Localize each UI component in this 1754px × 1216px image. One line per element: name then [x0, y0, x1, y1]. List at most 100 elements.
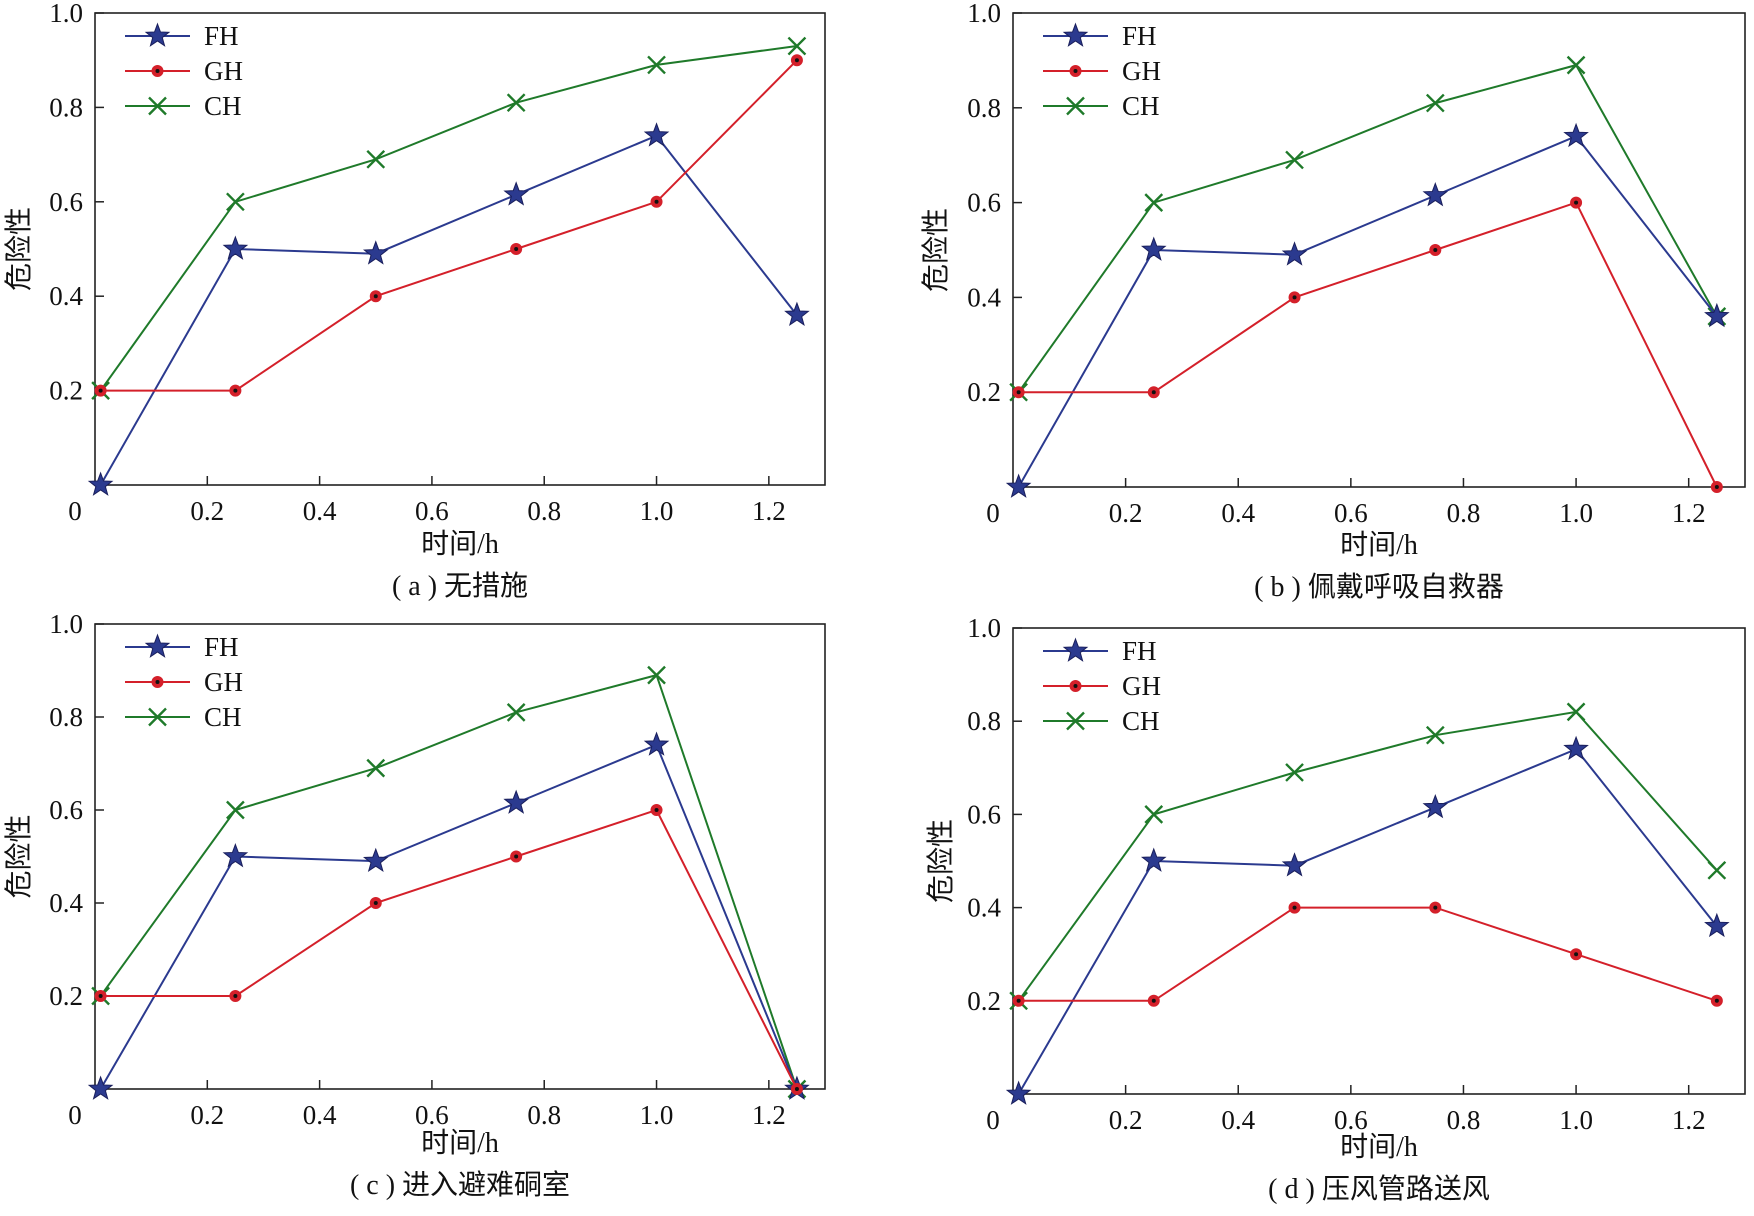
- y-tick-label: 1.0: [967, 613, 1001, 643]
- circle-marker-dot: [1433, 905, 1438, 910]
- star-marker: [222, 235, 249, 260]
- y-tick-label: 1.0: [49, 0, 83, 28]
- x-marker: [506, 703, 526, 722]
- series-gh: [1012, 196, 1723, 493]
- circle-marker-dot: [233, 388, 238, 393]
- star-marker: [1422, 793, 1449, 819]
- y-axis-label: 危险性: [925, 819, 957, 903]
- circle-marker-dot: [98, 994, 103, 998]
- legend-label-ch: CH: [204, 91, 242, 121]
- x-tick-label: 0.8: [527, 496, 561, 526]
- circle-marker-dot: [155, 680, 160, 684]
- series-ch: [1009, 55, 1727, 402]
- series-line-fh: [1017, 747, 1718, 1095]
- circle-marker-dot: [155, 69, 160, 73]
- x-tick-label: 0.6: [1334, 498, 1368, 528]
- y-axis-label: 危险性: [3, 207, 35, 291]
- x-marker: [1285, 150, 1304, 170]
- x-axis-label: 时间/h: [1340, 1131, 1418, 1163]
- y-tick-label: 0.2: [49, 981, 83, 1011]
- x-tick-label: 0.2: [190, 496, 224, 526]
- x-marker: [506, 93, 526, 113]
- y-axis-label: 危险性: [3, 814, 35, 898]
- star-marker: [1422, 182, 1449, 207]
- x-tick-label: 0.4: [303, 1100, 337, 1130]
- star-marker: [1005, 473, 1032, 498]
- x-marker: [1707, 860, 1727, 880]
- y-tick-label: 0.8: [49, 702, 83, 732]
- x-tick-label: 1.2: [1672, 1105, 1706, 1135]
- x-marker: [1566, 702, 1586, 722]
- series-line-ch: [1017, 63, 1718, 393]
- star-marker: [362, 240, 389, 265]
- series-line-fh: [99, 134, 798, 486]
- x-marker: [1566, 55, 1586, 75]
- circle-marker-dot: [514, 854, 519, 859]
- y-tick-label: 0.8: [967, 93, 1001, 123]
- x-tick-label: 0.8: [1447, 1105, 1481, 1135]
- y-tick-label: 1.0: [967, 0, 1001, 28]
- x-tick-label: 0: [986, 498, 1000, 528]
- star-marker: [1704, 912, 1730, 938]
- circle-marker-dot: [1073, 69, 1078, 73]
- circle-marker-dot: [1714, 998, 1719, 1003]
- panel-caption: ( a ) 无措施: [392, 570, 528, 602]
- star-marker: [362, 847, 389, 873]
- circle-marker-dot: [98, 388, 103, 393]
- x-tick-label: 0: [986, 1105, 1000, 1135]
- series-gh: [1012, 901, 1723, 1007]
- legend-label-fh: FH: [1122, 636, 1157, 666]
- x-tick-label: 0.2: [1109, 1105, 1143, 1135]
- x-tick-label: 1.0: [1559, 498, 1593, 528]
- y-axis-label: 危险性: [920, 208, 952, 292]
- x-tick-label: 0.8: [527, 1100, 561, 1130]
- star-marker: [643, 731, 670, 756]
- star-marker: [1704, 302, 1730, 328]
- series-line-fh: [99, 743, 798, 1090]
- x-marker: [1144, 193, 1164, 212]
- series-fh: [87, 731, 810, 1100]
- circle-marker-dot: [1151, 998, 1156, 1003]
- series-line-gh: [1018, 906, 1718, 1002]
- circle-marker-dot: [1016, 390, 1021, 395]
- star-marker: [1563, 122, 1589, 148]
- x-tick-label: 1.2: [752, 1100, 786, 1130]
- series-ch: [1009, 702, 1727, 1011]
- x-marker: [1066, 711, 1085, 731]
- y-tick-label: 0.2: [967, 377, 1001, 407]
- x-tick-label: 0.2: [190, 1100, 224, 1130]
- series-gh: [94, 804, 803, 1095]
- x-tick-label: 1.0: [640, 496, 674, 526]
- legend: FH GH CH: [125, 632, 243, 732]
- circle-marker-dot: [1292, 905, 1297, 910]
- plot-frame: [1012, 627, 1746, 1095]
- legend-label-gh: GH: [204, 56, 243, 86]
- x-tick-label: 1.2: [1672, 498, 1706, 528]
- star-marker: [1281, 852, 1308, 877]
- circle-marker-dot: [1574, 200, 1579, 205]
- legend-label-ch: CH: [1122, 706, 1160, 736]
- series-line-gh: [100, 808, 798, 1090]
- panel-b: 0 0.2 0.4 0.6 0.8 1.0 1.2 0.2 0.4 0.6 0.8 1.0 时间/h 危险…: [920, 0, 1746, 603]
- x-tick-label: 0: [68, 496, 82, 526]
- y-tick-label: 0.2: [49, 376, 83, 406]
- circle-marker-dot: [1714, 485, 1719, 489]
- x-tick-label: 1.0: [1559, 1105, 1593, 1135]
- x-tick-label: 0.6: [415, 1100, 449, 1130]
- circle-marker-dot: [1433, 248, 1438, 252]
- legend-label-ch: CH: [1122, 91, 1160, 121]
- x-axis-label: 时间/h: [421, 1127, 499, 1159]
- circle-marker-dot: [373, 294, 378, 299]
- x-tick-label: 0.4: [303, 496, 337, 526]
- x-tick-label: 1.2: [752, 496, 786, 526]
- legend: FH GH CH: [125, 21, 243, 121]
- circle-marker-dot: [654, 199, 659, 204]
- series-line-ch: [99, 673, 798, 1090]
- y-tick-label: 0.4: [49, 281, 83, 311]
- y-tick-label: 0.4: [967, 282, 1001, 312]
- x-marker: [647, 55, 666, 75]
- circle-marker-dot: [1574, 952, 1579, 957]
- x-tick-label: 0.6: [1334, 1105, 1368, 1135]
- series-fh: [87, 122, 810, 496]
